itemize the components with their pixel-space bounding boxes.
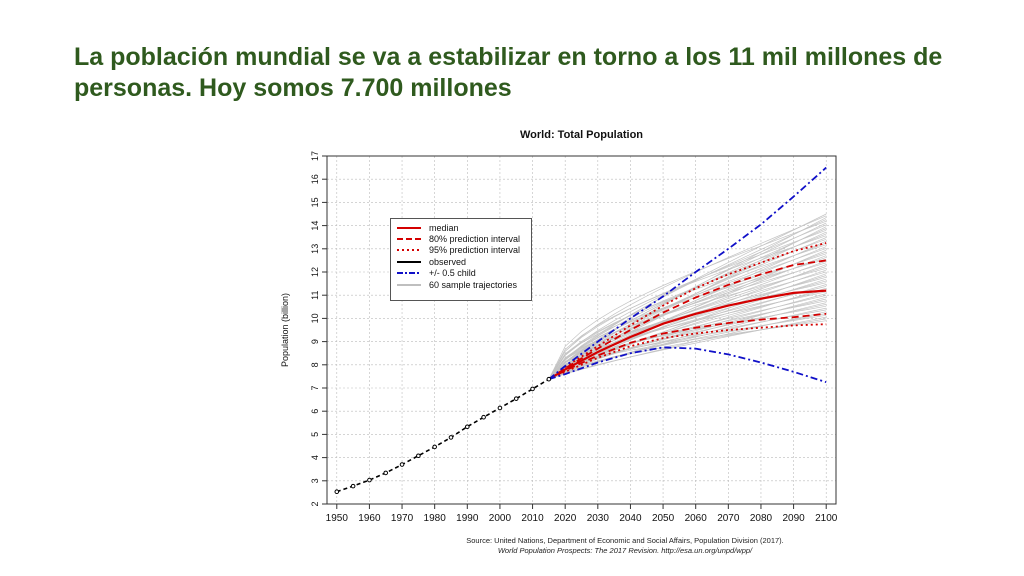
legend-item-median: median: [397, 222, 525, 233]
y-tick-label: 6: [310, 409, 320, 414]
observed-point: [350, 483, 356, 489]
legend-label: median: [429, 222, 459, 233]
sample-trajectory: [548, 258, 827, 380]
legend-label: 95% prediction interval: [429, 245, 521, 256]
x-tick-label: 2020: [554, 513, 577, 524]
observed-point: [481, 414, 486, 420]
observed-point: [367, 477, 372, 483]
chart-title: World: Total Population: [520, 129, 643, 141]
sample-trajectory: [548, 244, 827, 380]
chart-legend: median 80% prediction interval 95% predi…: [390, 218, 532, 301]
series-line-80-upper: [548, 259, 827, 380]
chart-svg: World: Total Population 1950 1960 1970 1980 1…: [280, 129, 838, 524]
observed-point: [416, 453, 421, 459]
legend-label: observed: [429, 256, 467, 267]
observed-point: [530, 386, 535, 392]
x-tick-label: 1970: [391, 513, 414, 524]
legend-item-trajectories: 60 sample trajectories: [397, 279, 525, 290]
y-tick-label: 4: [310, 455, 320, 460]
series-line--0-5-child: [548, 346, 827, 384]
x-tick-label: 2000: [489, 513, 512, 524]
x-tick-label: 2100: [815, 513, 838, 524]
observed-point: [432, 444, 437, 450]
sample-trajectory: [548, 229, 827, 380]
observed-point: [383, 470, 389, 476]
sample-trajectory: [548, 238, 827, 380]
y-tick-label: 15: [310, 197, 320, 207]
sample-trajectory: [548, 313, 827, 380]
series-line-95-lower: [548, 323, 827, 381]
observed-point: [399, 462, 405, 467]
y-tick-label: 10: [310, 313, 320, 323]
series-line-95-upper: [548, 242, 827, 380]
sample-trajectory: [548, 248, 827, 380]
sample-trajectory: [548, 215, 827, 380]
sample-trajectory: [548, 220, 827, 380]
x-tick-label: 2030: [587, 513, 610, 524]
observed-point: [513, 396, 519, 401]
y-tick-label: 13: [310, 244, 320, 254]
population-chart: World: Total Population 1950 1960 1970 1980 1…: [270, 120, 880, 570]
x-tick-label: 2050: [652, 513, 675, 524]
observed-point: [448, 435, 454, 440]
sample-trajectory: [548, 237, 827, 380]
sample-trajectory: [548, 307, 827, 380]
y-tick-label: 17: [310, 151, 320, 161]
x-tick-label: 2040: [619, 513, 642, 524]
sample-trajectory: [548, 316, 827, 380]
y-tick-label: 14: [310, 221, 320, 231]
sample-trajectory: [548, 266, 827, 380]
sample-trajectory: [548, 278, 827, 380]
x-tick-label: 2080: [750, 513, 773, 524]
legend-label: 80% prediction interval: [429, 234, 521, 245]
sample-trajectory: [548, 267, 827, 380]
x-tick-label: 1990: [456, 513, 479, 524]
sample-trajectory: [548, 213, 827, 380]
y-tick-label: 16: [310, 174, 320, 184]
x-tick-label: 1950: [326, 513, 349, 524]
source-line-2: World Population Prospects: The 2017 Rev…: [497, 546, 753, 555]
y-tick-label: 11: [310, 291, 320, 300]
y-tick-label: 2: [310, 501, 320, 506]
legend-label: 60 sample trajectories: [429, 279, 518, 290]
sample-trajectory: [548, 255, 827, 380]
x-tick-label: 2010: [521, 513, 544, 524]
y-tick-label: 7: [310, 385, 320, 390]
legend-item-observed: observed: [397, 256, 525, 267]
series-line-median: [548, 289, 827, 381]
sample-trajectory: [548, 262, 827, 380]
legend-item-80-interval: 80% prediction interval: [397, 233, 525, 244]
x-tick-label: 1960: [358, 513, 381, 524]
x-tick-label: 2060: [685, 513, 708, 524]
y-tick-label: 9: [310, 339, 320, 344]
observed-point: [334, 489, 340, 495]
series-line-observed: [336, 378, 550, 493]
series-line-80-lower: [548, 312, 827, 380]
y-tick-label: 12: [310, 267, 320, 277]
series-line--0-5-child: [548, 166, 827, 380]
observed-point: [546, 376, 552, 382]
plot-frame: [326, 155, 837, 505]
y-tick-label: 8: [310, 362, 320, 367]
legend-item-half-child: +/- 0.5 child: [397, 268, 525, 279]
source-line-1: Source: United Nations, Department of Ec…: [466, 536, 784, 545]
legend-label: +/- 0.5 child: [429, 268, 476, 279]
y-tick-label: 3: [310, 478, 320, 483]
x-tick-label: 2070: [717, 513, 740, 524]
x-tick-label: 1980: [424, 513, 447, 524]
observed-point: [497, 405, 503, 411]
sample-trajectory: [548, 271, 827, 380]
observed-point: [465, 424, 470, 430]
slide-title: La población mundial se va a estabilizar…: [74, 43, 943, 102]
y-axis-label: Population (billion): [280, 293, 290, 367]
legend-item-95-interval: 95% prediction interval: [397, 245, 525, 256]
x-tick-label: 2090: [782, 513, 805, 524]
y-tick-label: 5: [310, 432, 320, 437]
sample-trajectory: [548, 314, 827, 380]
